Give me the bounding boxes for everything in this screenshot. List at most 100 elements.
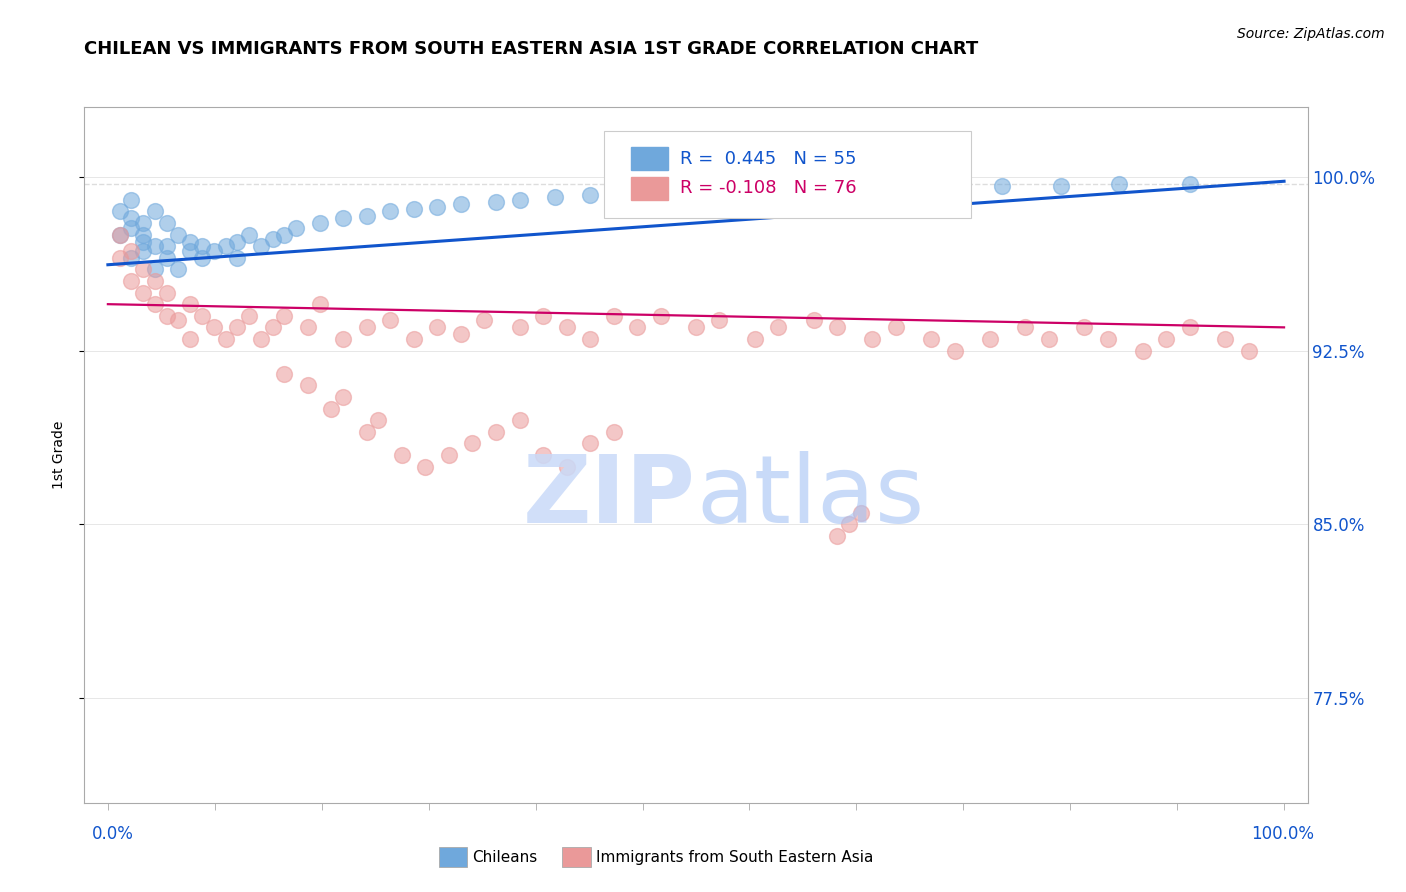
Point (626, 320, 648, 334)
Point (179, 297, 201, 311)
Point (156, 251, 179, 265)
Point (191, 251, 214, 265)
Point (744, 332, 766, 346)
Point (156, 239, 179, 253)
Point (214, 332, 236, 346)
Point (650, 309, 672, 323)
Point (803, 313, 825, 327)
Point (108, 251, 131, 265)
Point (391, 448, 413, 462)
Point (450, 197, 472, 211)
Point (262, 320, 284, 334)
Point (167, 262, 190, 277)
Point (179, 332, 201, 346)
Point (191, 309, 214, 323)
Point (531, 309, 554, 323)
Point (226, 251, 249, 265)
Point (991, 178, 1014, 193)
Point (143, 297, 166, 311)
Point (825, 529, 848, 543)
Point (579, 188, 602, 202)
Text: Chileans: Chileans (472, 850, 537, 864)
Point (555, 320, 578, 334)
Point (920, 332, 942, 346)
Point (143, 239, 166, 253)
Text: atlas: atlas (696, 450, 924, 542)
Point (838, 517, 860, 532)
Point (380, 204, 402, 219)
Point (1156, 332, 1178, 346)
Point (943, 343, 966, 358)
Point (531, 448, 554, 462)
Point (1097, 332, 1119, 346)
Point (132, 244, 155, 258)
Point (415, 459, 437, 474)
Point (120, 251, 142, 265)
Point (1132, 343, 1154, 358)
Bar (631, 147, 668, 169)
Point (1038, 332, 1060, 346)
Point (461, 436, 484, 450)
Point (825, 320, 848, 334)
Point (1213, 332, 1236, 346)
Text: 0.0%: 0.0% (91, 825, 134, 843)
Point (132, 262, 155, 277)
Point (179, 235, 201, 249)
Point (249, 239, 271, 253)
Point (156, 216, 179, 230)
Point (544, 190, 567, 204)
Point (249, 332, 271, 346)
Text: Immigrants from South Eastern Asia: Immigrants from South Eastern Asia (596, 850, 873, 864)
Point (108, 204, 131, 219)
Point (226, 320, 249, 334)
Point (332, 211, 354, 226)
Point (1108, 177, 1130, 191)
Point (650, 186, 672, 200)
Point (143, 204, 166, 219)
Y-axis label: 1st Grade: 1st Grade (52, 421, 66, 489)
Point (297, 320, 319, 334)
Point (273, 367, 295, 381)
Point (143, 262, 166, 277)
Point (308, 297, 330, 311)
Point (120, 193, 142, 207)
Point (214, 239, 236, 253)
Point (614, 188, 637, 202)
Text: 100.0%: 100.0% (1251, 825, 1315, 843)
Point (191, 239, 214, 253)
Bar (631, 178, 668, 200)
Point (1014, 320, 1036, 334)
Point (849, 506, 872, 520)
Point (509, 193, 531, 207)
Point (156, 309, 179, 323)
Point (262, 232, 284, 246)
Point (897, 181, 920, 195)
Point (120, 274, 142, 288)
Point (132, 216, 155, 230)
Point (685, 186, 707, 200)
Point (884, 320, 907, 334)
Point (273, 227, 295, 242)
Point (167, 313, 190, 327)
Point (132, 235, 155, 249)
Point (437, 448, 460, 462)
Point (273, 309, 295, 323)
Point (979, 332, 1001, 346)
Point (768, 320, 790, 334)
Point (579, 436, 602, 450)
Point (1073, 320, 1095, 334)
Point (509, 320, 531, 334)
Point (720, 184, 742, 198)
Point (485, 195, 508, 210)
Point (356, 209, 378, 223)
Point (450, 327, 472, 342)
Point (356, 425, 378, 439)
Point (1237, 343, 1260, 358)
Point (1049, 178, 1071, 193)
Point (132, 227, 155, 242)
Point (226, 235, 249, 249)
Point (332, 332, 354, 346)
Point (472, 313, 495, 327)
Point (685, 320, 707, 334)
Point (120, 244, 142, 258)
